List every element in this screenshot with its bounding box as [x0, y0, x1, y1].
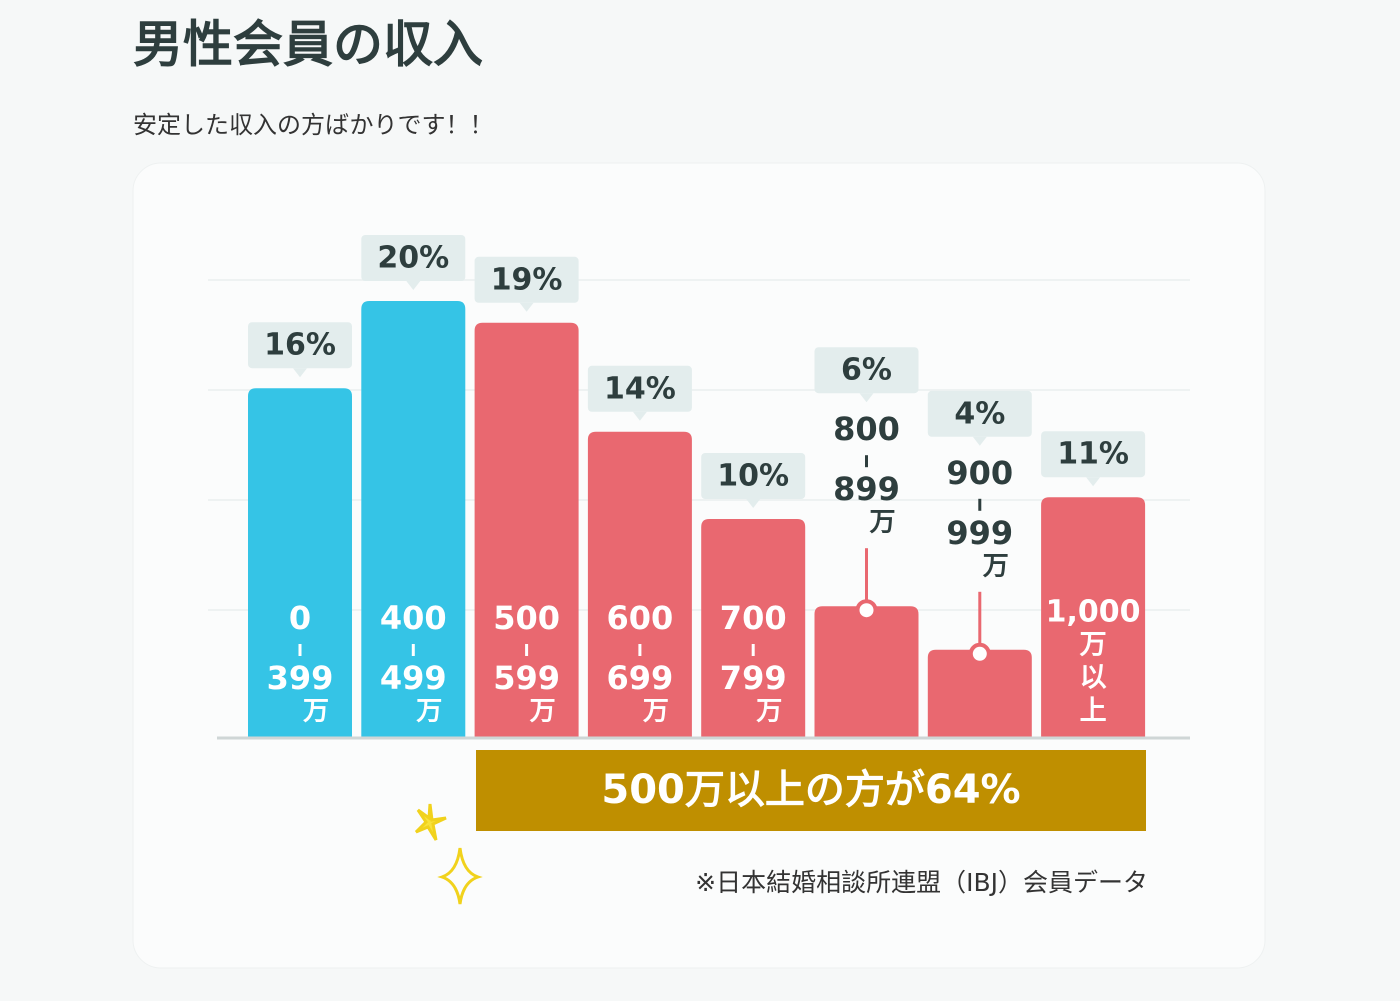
value-bubble: [927, 390, 1032, 437]
category-label: 999: [946, 514, 1013, 552]
value-bubble: [701, 453, 806, 499]
bar: [814, 606, 919, 737]
value-bubble: [248, 322, 352, 369]
connector-dot: [855, 599, 878, 622]
title: 男性会員の収入: [133, 16, 483, 74]
note: ※日本結婚相談所連盟（IBJ）会員データ: [695, 868, 1148, 897]
value-bubble-tip: [406, 281, 421, 290]
category-label: 万: [869, 508, 895, 538]
bar: [1041, 497, 1146, 737]
category-label: 900: [946, 454, 1013, 492]
category-label: 699: [607, 659, 674, 697]
category-label: 400: [380, 599, 447, 637]
value-bubble-tip: [632, 411, 647, 421]
category-label: 万: [756, 697, 782, 727]
category-label: 700: [720, 599, 787, 637]
category-label: 800: [833, 410, 900, 448]
value-bubble-tip: [972, 436, 987, 446]
bar: [361, 301, 466, 737]
category-label: 万: [530, 697, 556, 727]
category-label: 以: [1080, 663, 1107, 694]
bar: [927, 649, 1032, 737]
category-label: 万: [416, 697, 442, 727]
category-label: 万: [303, 697, 329, 727]
category-label: 599: [493, 659, 560, 697]
value-bubble: [587, 365, 692, 412]
category-label: 万: [1080, 630, 1107, 661]
value-bubble: [814, 347, 919, 394]
subtitle: 安定した収入の方ばかりです！！: [133, 111, 493, 139]
plot: 0399万16%400499万20%500599万19%600699万14%70…: [248, 235, 1146, 737]
value-label: 14%: [604, 371, 676, 406]
category-label: 399: [267, 659, 334, 697]
annotation-banner: [476, 750, 1146, 831]
value-label: 4%: [954, 396, 1005, 431]
sparkles: [414, 803, 483, 905]
category-label: 上: [1080, 696, 1107, 727]
value-bubble-tip: [859, 393, 874, 403]
value-label: 19%: [491, 262, 563, 297]
category-label: 899: [833, 470, 900, 508]
category-label: 600: [607, 599, 674, 637]
bar: [474, 322, 579, 737]
category-label: 0: [289, 599, 311, 637]
category-label: 499: [380, 659, 447, 697]
value-bubble: [361, 235, 466, 281]
annotation: 500万以上の方が64%: [601, 767, 1020, 813]
category-label: 1,000: [1046, 595, 1141, 630]
value-bubble-tip: [519, 302, 534, 312]
category-label: 万: [643, 697, 669, 727]
bar: [248, 388, 352, 737]
value-label: 20%: [377, 241, 449, 276]
value-label: 16%: [264, 328, 336, 363]
category-label: 万: [983, 551, 1009, 581]
value-bubble-tip: [1086, 477, 1101, 487]
connector-dot: [968, 642, 991, 665]
value-label: 10%: [717, 459, 789, 494]
value-bubble: [1041, 431, 1146, 478]
category-label: 799: [720, 659, 787, 697]
value-bubble-tip: [746, 499, 761, 508]
category-label: 500: [493, 599, 560, 637]
value-label: 11%: [1057, 437, 1129, 472]
value-label: 6%: [841, 353, 892, 388]
bar: [587, 431, 692, 737]
bar: [701, 519, 806, 737]
value-bubble-tip: [293, 368, 307, 378]
value-bubble: [474, 256, 579, 303]
